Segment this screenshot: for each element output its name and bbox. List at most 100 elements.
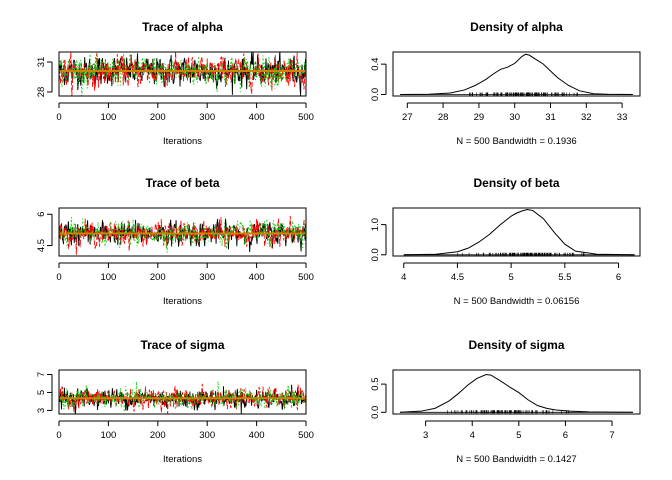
x-axis-label: Iterations [163, 136, 202, 147]
y-tick-label: 0.0 [370, 406, 381, 419]
rug-marks [447, 410, 569, 414]
y-tick-label: 0.4 [370, 58, 381, 71]
x-tick-label: 500 [298, 272, 314, 283]
panel-title: Trace of sigma [140, 338, 224, 352]
y-tick-label: 4.5 [36, 239, 47, 252]
x-tick-label: 500 [298, 430, 314, 441]
y-tick-label: 0.0 [370, 88, 381, 101]
x-tick-label: 300 [199, 430, 215, 441]
x-axis-label: Iterations [163, 454, 202, 465]
x-tick-label: 400 [249, 272, 265, 283]
x-axis-label: N = 500 Bandwidth = 0.06156 [454, 296, 580, 307]
x-axis: 0 100 200 300 400 500 [56, 262, 314, 283]
x-tick-label: 100 [100, 112, 116, 123]
y-tick-label: 5 [36, 390, 47, 395]
panel-density-of-alpha: 27 28 29 30 31 32 33 0.0 0.4 Density of alpha N = … [370, 20, 641, 147]
plot-frame [58, 51, 307, 97]
y-axis: 0.0 0.5 [370, 377, 387, 419]
y-tick-label: 31 [36, 57, 47, 68]
y-axis: 0.0 1.0 [370, 218, 387, 261]
plot-area [59, 215, 306, 255]
plot-frame [58, 369, 307, 415]
density-curve [400, 53, 633, 95]
y-tick-label: 7 [36, 372, 47, 377]
trace-series-3 [59, 381, 306, 413]
x-tick-label: 100 [100, 272, 116, 283]
y-tick-label: 1.0 [370, 218, 381, 231]
x-tick-label: 32 [581, 112, 592, 123]
density-curve [403, 208, 635, 256]
panel-title: Density of alpha [470, 20, 563, 34]
plot-area [59, 381, 306, 414]
density-curve [399, 373, 634, 413]
y-axis: 28 31 [36, 57, 53, 98]
y-axis: 4.56 [36, 212, 53, 252]
x-tick-label: 31 [545, 112, 556, 123]
x-tick-label: 4.5 [451, 272, 464, 283]
x-tick-label: 33 [617, 112, 628, 123]
x-tick-label: 5 [508, 272, 513, 283]
x-tick-label: 28 [438, 112, 449, 123]
x-tick-label: 300 [199, 272, 215, 283]
trace-series-3 [59, 217, 306, 253]
x-tick-label: 4 [401, 272, 406, 283]
x-axis: 0 100 200 300 400 500 [56, 420, 314, 441]
x-tick-label: 400 [249, 112, 265, 123]
x-tick-label: 3 [423, 430, 428, 441]
x-tick-label: 0 [56, 430, 61, 441]
x-tick-label: 4 [470, 430, 475, 441]
plot-frame [392, 369, 641, 415]
panel-title: Density of beta [473, 176, 559, 190]
y-tick-label: 6 [36, 212, 47, 217]
x-tick-label: 0 [56, 112, 61, 123]
x-tick-label: 0 [56, 272, 61, 283]
x-tick-label: 5.5 [558, 272, 571, 283]
x-tick-label: 5 [516, 430, 521, 441]
plot-frame [58, 207, 307, 257]
panel-density-of-sigma: 3 4 5 6 7 0.0 0.5 Density of sigma N = 500 Bandw… [370, 338, 641, 465]
y-tick-label: 0.0 [370, 248, 381, 261]
panel-title: Trace of beta [145, 176, 219, 190]
x-axis: 3 4 5 6 7 [423, 420, 615, 441]
rug-marks [469, 92, 578, 96]
plot-area [400, 53, 633, 96]
x-tick-label: 300 [199, 112, 215, 123]
y-tick-label: 0.5 [370, 377, 381, 390]
x-axis-label: N = 500 Bandwidth = 0.1427 [456, 454, 576, 465]
y-axis: 3 5 7 [36, 372, 53, 413]
plot-frame [392, 51, 641, 97]
panel-density-of-beta: 4 4.5 5 5.5 6 0.0 1.0 Density of beta N = 500 Ba… [370, 176, 641, 307]
x-tick-label: 500 [298, 112, 314, 123]
x-tick-label: 6 [563, 430, 568, 441]
panel-trace-of-sigma: 0 100 200 300 400 500 3 5 7 Trace of sigma Iterati… [36, 338, 314, 465]
x-tick-label: 400 [249, 430, 265, 441]
x-tick-label: 27 [402, 112, 413, 123]
x-axis-label: N = 500 Bandwidth = 0.1936 [456, 136, 576, 147]
x-axis-label: Iterations [163, 296, 202, 307]
x-tick-label: 29 [474, 112, 485, 123]
rug-marks [457, 252, 585, 256]
x-tick-label: 6 [616, 272, 621, 283]
trace-series-2 [59, 383, 306, 414]
x-tick-label: 200 [150, 430, 166, 441]
trace-series-3 [59, 52, 306, 96]
y-tick-label: 28 [36, 87, 47, 98]
y-tick-label: 3 [36, 408, 47, 413]
plot-area [403, 208, 635, 256]
x-tick-label: 200 [150, 272, 166, 283]
x-axis: 0 100 200 300 400 500 [56, 102, 314, 123]
x-tick-label: 200 [150, 112, 166, 123]
plot-area [399, 373, 634, 414]
panel-title: Density of sigma [468, 338, 564, 352]
plot-frame [392, 207, 641, 257]
x-tick-label: 30 [509, 112, 520, 123]
panel-trace-of-alpha: 0 100 200 300 400 500 28 31 Trace of alpha Iterat… [36, 20, 314, 147]
panel-title: Trace of alpha [142, 20, 223, 34]
y-axis: 0.0 0.4 [370, 58, 387, 101]
x-tick-label: 100 [100, 430, 116, 441]
x-tick-label: 7 [609, 430, 614, 441]
x-axis: 4 4.5 5 5.5 6 [401, 262, 621, 283]
x-axis: 27 28 29 30 31 32 33 [402, 102, 628, 123]
